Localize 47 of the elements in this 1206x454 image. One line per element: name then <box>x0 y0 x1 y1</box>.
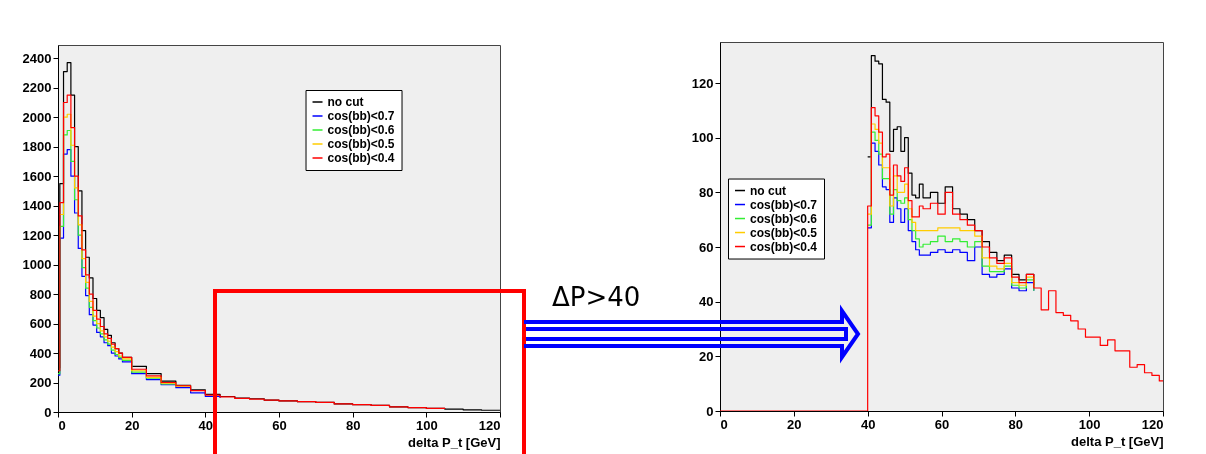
y-tick-label: 120 <box>691 75 714 91</box>
y-tick-label: 0 <box>44 404 52 420</box>
x-tick-label: 60 <box>934 416 950 432</box>
x-tick-label: 100 <box>415 417 438 433</box>
y-tick-label: 40 <box>699 294 714 310</box>
legend-label: cos(bb)<0.7 <box>750 197 818 212</box>
x-tick-label: 0 <box>720 416 728 432</box>
x-tick-label: 20 <box>787 416 802 432</box>
y-tick-label: 20 <box>699 348 714 364</box>
legend-label: cos(bb)<0.6 <box>327 123 395 137</box>
x-tick-label: 60 <box>272 417 287 433</box>
text: ΔP>40 <box>552 282 641 312</box>
x-tick-label: 40 <box>860 416 876 432</box>
x-tick-label: 120 <box>1141 416 1164 432</box>
y-tick-label: 1000 <box>22 257 52 273</box>
x-tick-label: 80 <box>345 417 361 433</box>
y-tick-label: 1400 <box>22 198 52 214</box>
y-tick-label: 60 <box>699 239 714 255</box>
y-tick-label: 100 <box>691 130 714 146</box>
x-tick-label: 0 <box>58 417 66 433</box>
y-tick-label: 2400 <box>22 50 52 66</box>
y-tick-label: 0 <box>706 403 714 419</box>
x-tick-label: 20 <box>124 417 140 433</box>
legend-label: no cut <box>327 95 364 109</box>
y-tick-label: 1800 <box>22 139 52 155</box>
x-axis-title: delta P_t [GeV] <box>1071 433 1164 449</box>
legend-label: cos(bb)<0.5 <box>327 137 395 151</box>
y-tick-label: 200 <box>29 375 52 391</box>
legend-label: cos(bb)<0.4 <box>327 151 395 165</box>
y-tick-label: 400 <box>29 345 52 361</box>
y-tick-label: 80 <box>699 184 714 200</box>
x-tick-label: 40 <box>198 417 214 433</box>
legend-label: cos(bb)<0.7 <box>327 109 395 123</box>
y-tick-label: 1200 <box>22 227 52 243</box>
x-tick-label: 120 <box>478 417 501 433</box>
x-axis-title: delta P_t [GeV] <box>408 434 501 450</box>
legend-label: cos(bb)<0.6 <box>750 211 818 226</box>
y-tick-label: 1600 <box>22 168 52 184</box>
y-tick-label: 2200 <box>22 80 52 96</box>
legend-label: cos(bb)<0.5 <box>750 225 818 240</box>
x-tick-label: 100 <box>1078 416 1101 432</box>
x-tick-label: 80 <box>1008 416 1024 432</box>
legend-label: no cut <box>750 183 786 198</box>
y-tick-label: 800 <box>29 286 52 302</box>
y-tick-label: 2000 <box>22 109 52 125</box>
legend-label: cos(bb)<0.4 <box>750 239 818 254</box>
y-tick-label: 600 <box>29 316 52 332</box>
